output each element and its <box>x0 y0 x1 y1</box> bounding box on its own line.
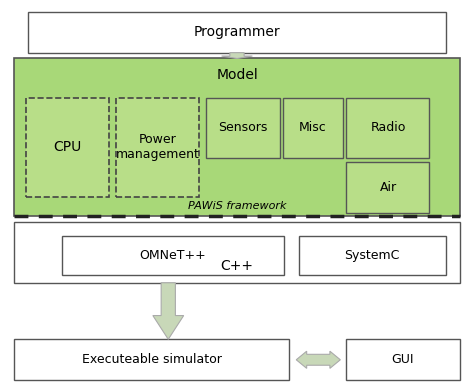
FancyBboxPatch shape <box>14 339 289 380</box>
Text: Misc: Misc <box>299 121 327 134</box>
FancyBboxPatch shape <box>14 222 460 283</box>
Text: Radio: Radio <box>370 121 406 134</box>
Text: Air: Air <box>379 181 397 194</box>
Text: SystemC: SystemC <box>345 249 400 262</box>
FancyBboxPatch shape <box>299 236 446 275</box>
Polygon shape <box>153 283 183 339</box>
FancyBboxPatch shape <box>346 98 429 158</box>
Text: C++: C++ <box>220 259 254 273</box>
Text: Model: Model <box>216 68 258 82</box>
FancyBboxPatch shape <box>14 58 460 216</box>
Text: CPU: CPU <box>54 140 82 154</box>
FancyBboxPatch shape <box>283 98 343 158</box>
Polygon shape <box>221 53 252 58</box>
FancyBboxPatch shape <box>26 98 109 197</box>
Polygon shape <box>296 351 340 368</box>
Text: Sensors: Sensors <box>218 121 268 134</box>
Text: OMNeT++: OMNeT++ <box>140 249 206 262</box>
FancyBboxPatch shape <box>346 339 460 380</box>
FancyBboxPatch shape <box>116 98 199 197</box>
Text: Programmer: Programmer <box>194 25 280 39</box>
Text: PAWiS framework: PAWiS framework <box>188 200 286 211</box>
Text: GUI: GUI <box>392 353 414 366</box>
Text: Executeable simulator: Executeable simulator <box>82 353 222 366</box>
Text: Power
management: Power management <box>116 133 200 161</box>
FancyBboxPatch shape <box>28 12 446 53</box>
FancyBboxPatch shape <box>62 236 284 275</box>
FancyBboxPatch shape <box>206 98 280 158</box>
FancyBboxPatch shape <box>346 162 429 213</box>
